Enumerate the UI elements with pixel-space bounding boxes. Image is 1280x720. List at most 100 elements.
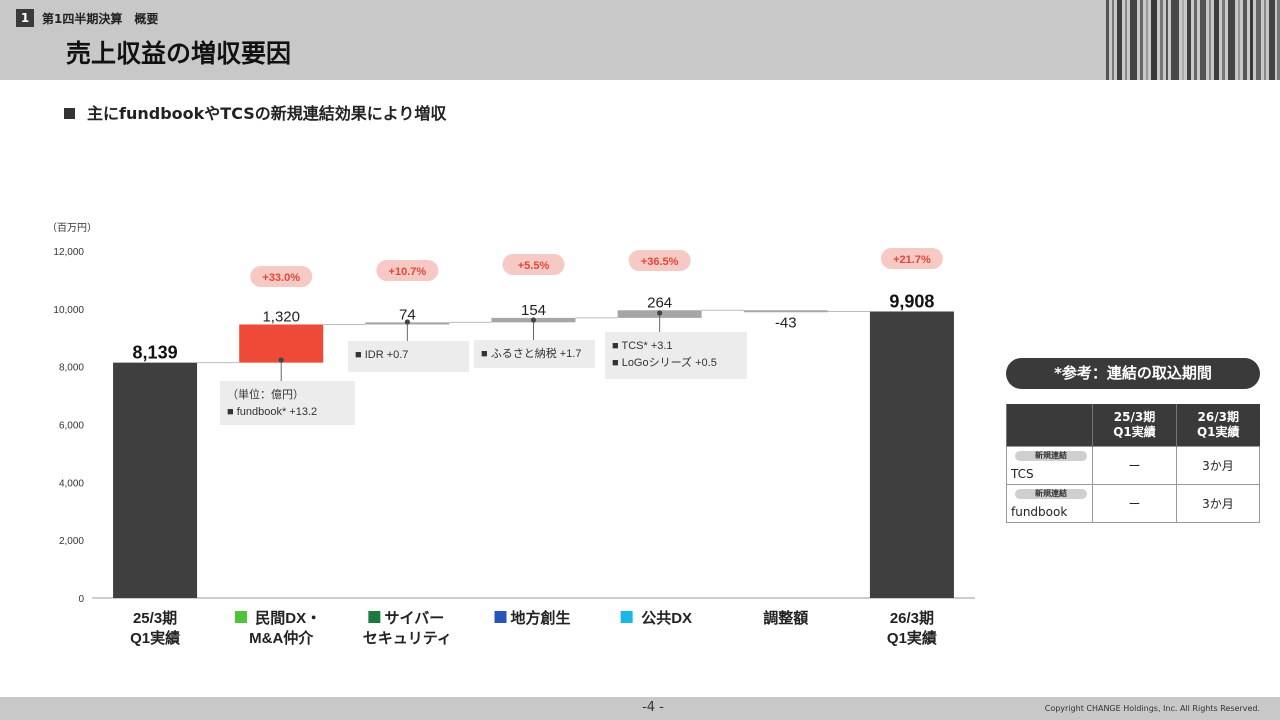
- value-label: 1,320: [262, 308, 300, 325]
- stripe: [1182, 0, 1184, 80]
- note-text: ■ TCS* +3.1: [612, 340, 673, 352]
- y-tick-label: 0: [78, 594, 84, 605]
- company-name: TCS: [1011, 466, 1034, 481]
- reference-header-cell: 25/3期 Q1実績: [1092, 404, 1177, 446]
- pct-pill: [502, 254, 565, 275]
- pct-pill: [376, 260, 439, 281]
- decorative-stripes: [1106, 0, 1280, 80]
- bar: [113, 362, 198, 598]
- note-box: [605, 332, 747, 379]
- section-number-badge: 1: [16, 9, 34, 27]
- stripe: [1166, 0, 1168, 80]
- reference-header-row: 25/3期 Q1実績 26/3期 Q1実績: [1006, 404, 1260, 446]
- y-tick-label: 2,000: [59, 536, 84, 547]
- callout-dot: [530, 317, 537, 323]
- x-tick-label: 民間DX・: [255, 610, 321, 627]
- reference-prev-cell: ー: [1092, 445, 1177, 485]
- value-label: 9,908: [889, 291, 934, 311]
- stripe: [1214, 0, 1219, 80]
- y-tick-label: 8,000: [59, 363, 84, 374]
- page-title: 売上収益の増収要因: [66, 39, 292, 68]
- pct-label: +10.7%: [389, 266, 427, 278]
- pct-pill: [880, 248, 943, 269]
- note-text: （単位：億円）: [227, 387, 304, 401]
- reference-title: *参考：連結の取込期間: [1006, 358, 1260, 389]
- bullet-square-icon: [64, 108, 75, 119]
- stripe: [1130, 0, 1137, 80]
- stripe: [1200, 0, 1206, 80]
- callout-dot: [404, 319, 410, 325]
- value-label: 264: [647, 294, 672, 311]
- stripe: [1146, 0, 1148, 80]
- reference-company-cell: 新規連結 fundbook: [1006, 483, 1093, 523]
- x-tick-label: 25/3期: [133, 609, 177, 627]
- bar: [239, 324, 324, 363]
- reference-prev-cell: ー: [1092, 483, 1177, 523]
- stripe: [1117, 0, 1122, 80]
- stripe: [1160, 0, 1163, 80]
- stripe: [1243, 0, 1247, 80]
- y-tick-label: 12,000: [53, 247, 84, 258]
- note-text: ■ ふるさと納税 +1.7: [481, 346, 581, 360]
- x-tick-label: 26/3期: [890, 609, 934, 627]
- y-tick-label: 4,000: [59, 478, 84, 489]
- reference-header-cell: 26/3期 Q1実績: [1175, 404, 1260, 446]
- stripe: [1228, 0, 1235, 80]
- pct-label: +5.5%: [518, 260, 550, 272]
- new-consolidation-badge: 新規連結: [1015, 450, 1087, 461]
- x-tick-label: 調整額: [763, 609, 808, 627]
- x-tick-label: 地方創生: [510, 609, 570, 627]
- stripe: [1277, 0, 1280, 80]
- note-box: [220, 381, 355, 425]
- footer-bar: -4 - Copyright CHANGE Holdings, Inc. All…: [0, 697, 1280, 720]
- subtitle: 主にfundbookやTCSの新規連結効果により増収: [64, 100, 446, 124]
- pct-label: +36.5%: [641, 256, 679, 268]
- bar: [743, 310, 828, 313]
- page-number: -4 -: [642, 700, 664, 715]
- stripe: [1125, 0, 1127, 80]
- note-box: [474, 340, 595, 368]
- table-row: 新規連結 TCS ー 3か月: [1006, 445, 1261, 485]
- table-row: 新規連結 fundbook ー 3か月: [1006, 483, 1261, 523]
- reference-company-cell: 新規連結 TCS: [1006, 445, 1093, 485]
- x-tick-label: サイバー: [385, 610, 445, 627]
- callout-dot: [278, 357, 284, 363]
- x-tick-label: Q1実績: [130, 629, 180, 647]
- note-text: ■ LoGoシリーズ +0.5: [612, 355, 717, 369]
- stripe: [1140, 0, 1143, 80]
- stripe: [1269, 0, 1275, 80]
- legend-swatch: [494, 611, 507, 623]
- section-label: 第1四半期決算 概要: [42, 12, 159, 26]
- stripe: [1264, 0, 1266, 80]
- stripe: [1187, 0, 1191, 80]
- pct-label: +33.0%: [262, 272, 300, 284]
- x-tick-label: M&A仲介: [249, 629, 314, 647]
- note-box: [348, 341, 469, 372]
- value-label: 8,139: [133, 343, 178, 363]
- note-text: ■ fundbook* +13.2: [227, 406, 317, 418]
- subtitle-text: 主にfundbookやTCSの新規連結効果により増収: [87, 104, 447, 123]
- stripe: [1250, 0, 1253, 80]
- legend-swatch: [368, 611, 381, 623]
- stripe: [1112, 0, 1114, 80]
- note-text: ■ IDR +0.7: [355, 349, 408, 361]
- company-name: fundbook: [1011, 504, 1068, 519]
- value-label: 74: [399, 306, 416, 323]
- x-tick-label: 公共DX: [641, 610, 692, 627]
- value-label: 154: [521, 302, 546, 319]
- stripe: [1194, 0, 1197, 80]
- bar: [869, 311, 954, 598]
- reference-curr-cell: 3か月: [1175, 445, 1261, 485]
- callout-dot: [657, 310, 663, 316]
- stripe: [1256, 0, 1261, 80]
- pct-label: +21.7%: [893, 254, 931, 266]
- copyright: Copyright CHANGE Holdings, Inc. All Righ…: [1044, 704, 1260, 713]
- value-label: -43: [775, 314, 797, 331]
- y-tick-label: 10,000: [53, 305, 84, 316]
- header-bar: 1 第1四半期決算 概要 売上収益の増収要因: [0, 0, 1280, 80]
- y-tick-label: 6,000: [59, 421, 84, 432]
- stripe: [1222, 0, 1225, 80]
- reference-curr-cell: 3か月: [1175, 483, 1261, 523]
- reference-table: 25/3期 Q1実績 26/3期 Q1実績 新規連結 TCS ー 3か月 新規連結 …: [1006, 404, 1261, 523]
- stripe: [1106, 0, 1109, 80]
